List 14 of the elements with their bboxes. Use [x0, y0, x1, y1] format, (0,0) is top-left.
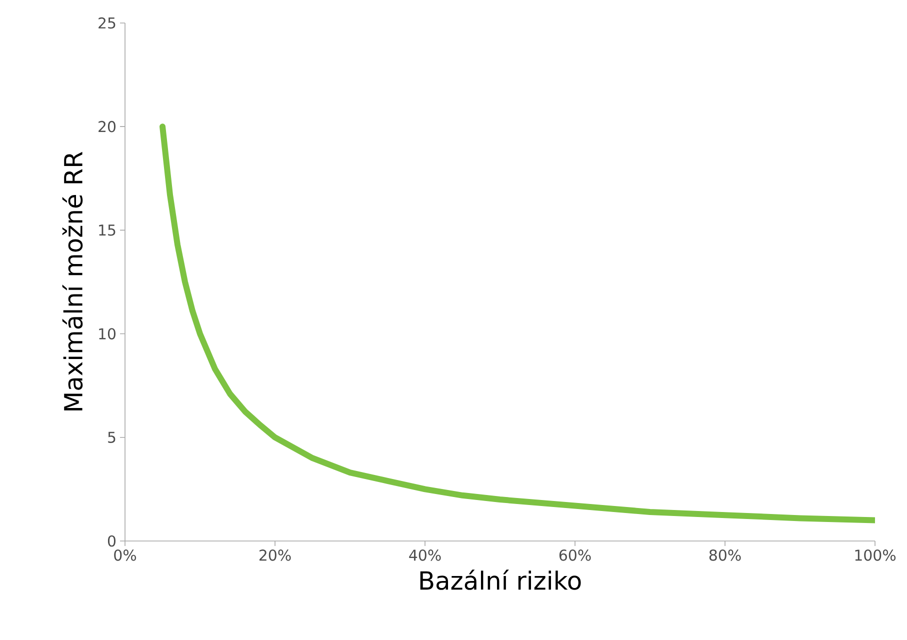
x-tick-label: 20% [259, 550, 291, 561]
x-tick-label: 80% [709, 550, 741, 561]
y-tick-label: 15 [99, 224, 116, 236]
x-axis-title: Bazální riziko [420, 570, 581, 590]
x-tick-label: 40% [409, 550, 441, 561]
y-tick-label: 25 [98, 17, 116, 29]
y-tick-label: 0 [108, 535, 116, 547]
y-tick-label: 20 [98, 120, 116, 132]
x-tick-label: 0% [114, 550, 136, 561]
y-tick-label: 10 [99, 328, 116, 340]
x-tick-label: 60% [559, 550, 591, 561]
x-tick-label: 100% [855, 550, 896, 561]
y-tick-label: 5 [108, 432, 116, 443]
y-axis-title: Maximální možné RR [62, 152, 83, 410]
